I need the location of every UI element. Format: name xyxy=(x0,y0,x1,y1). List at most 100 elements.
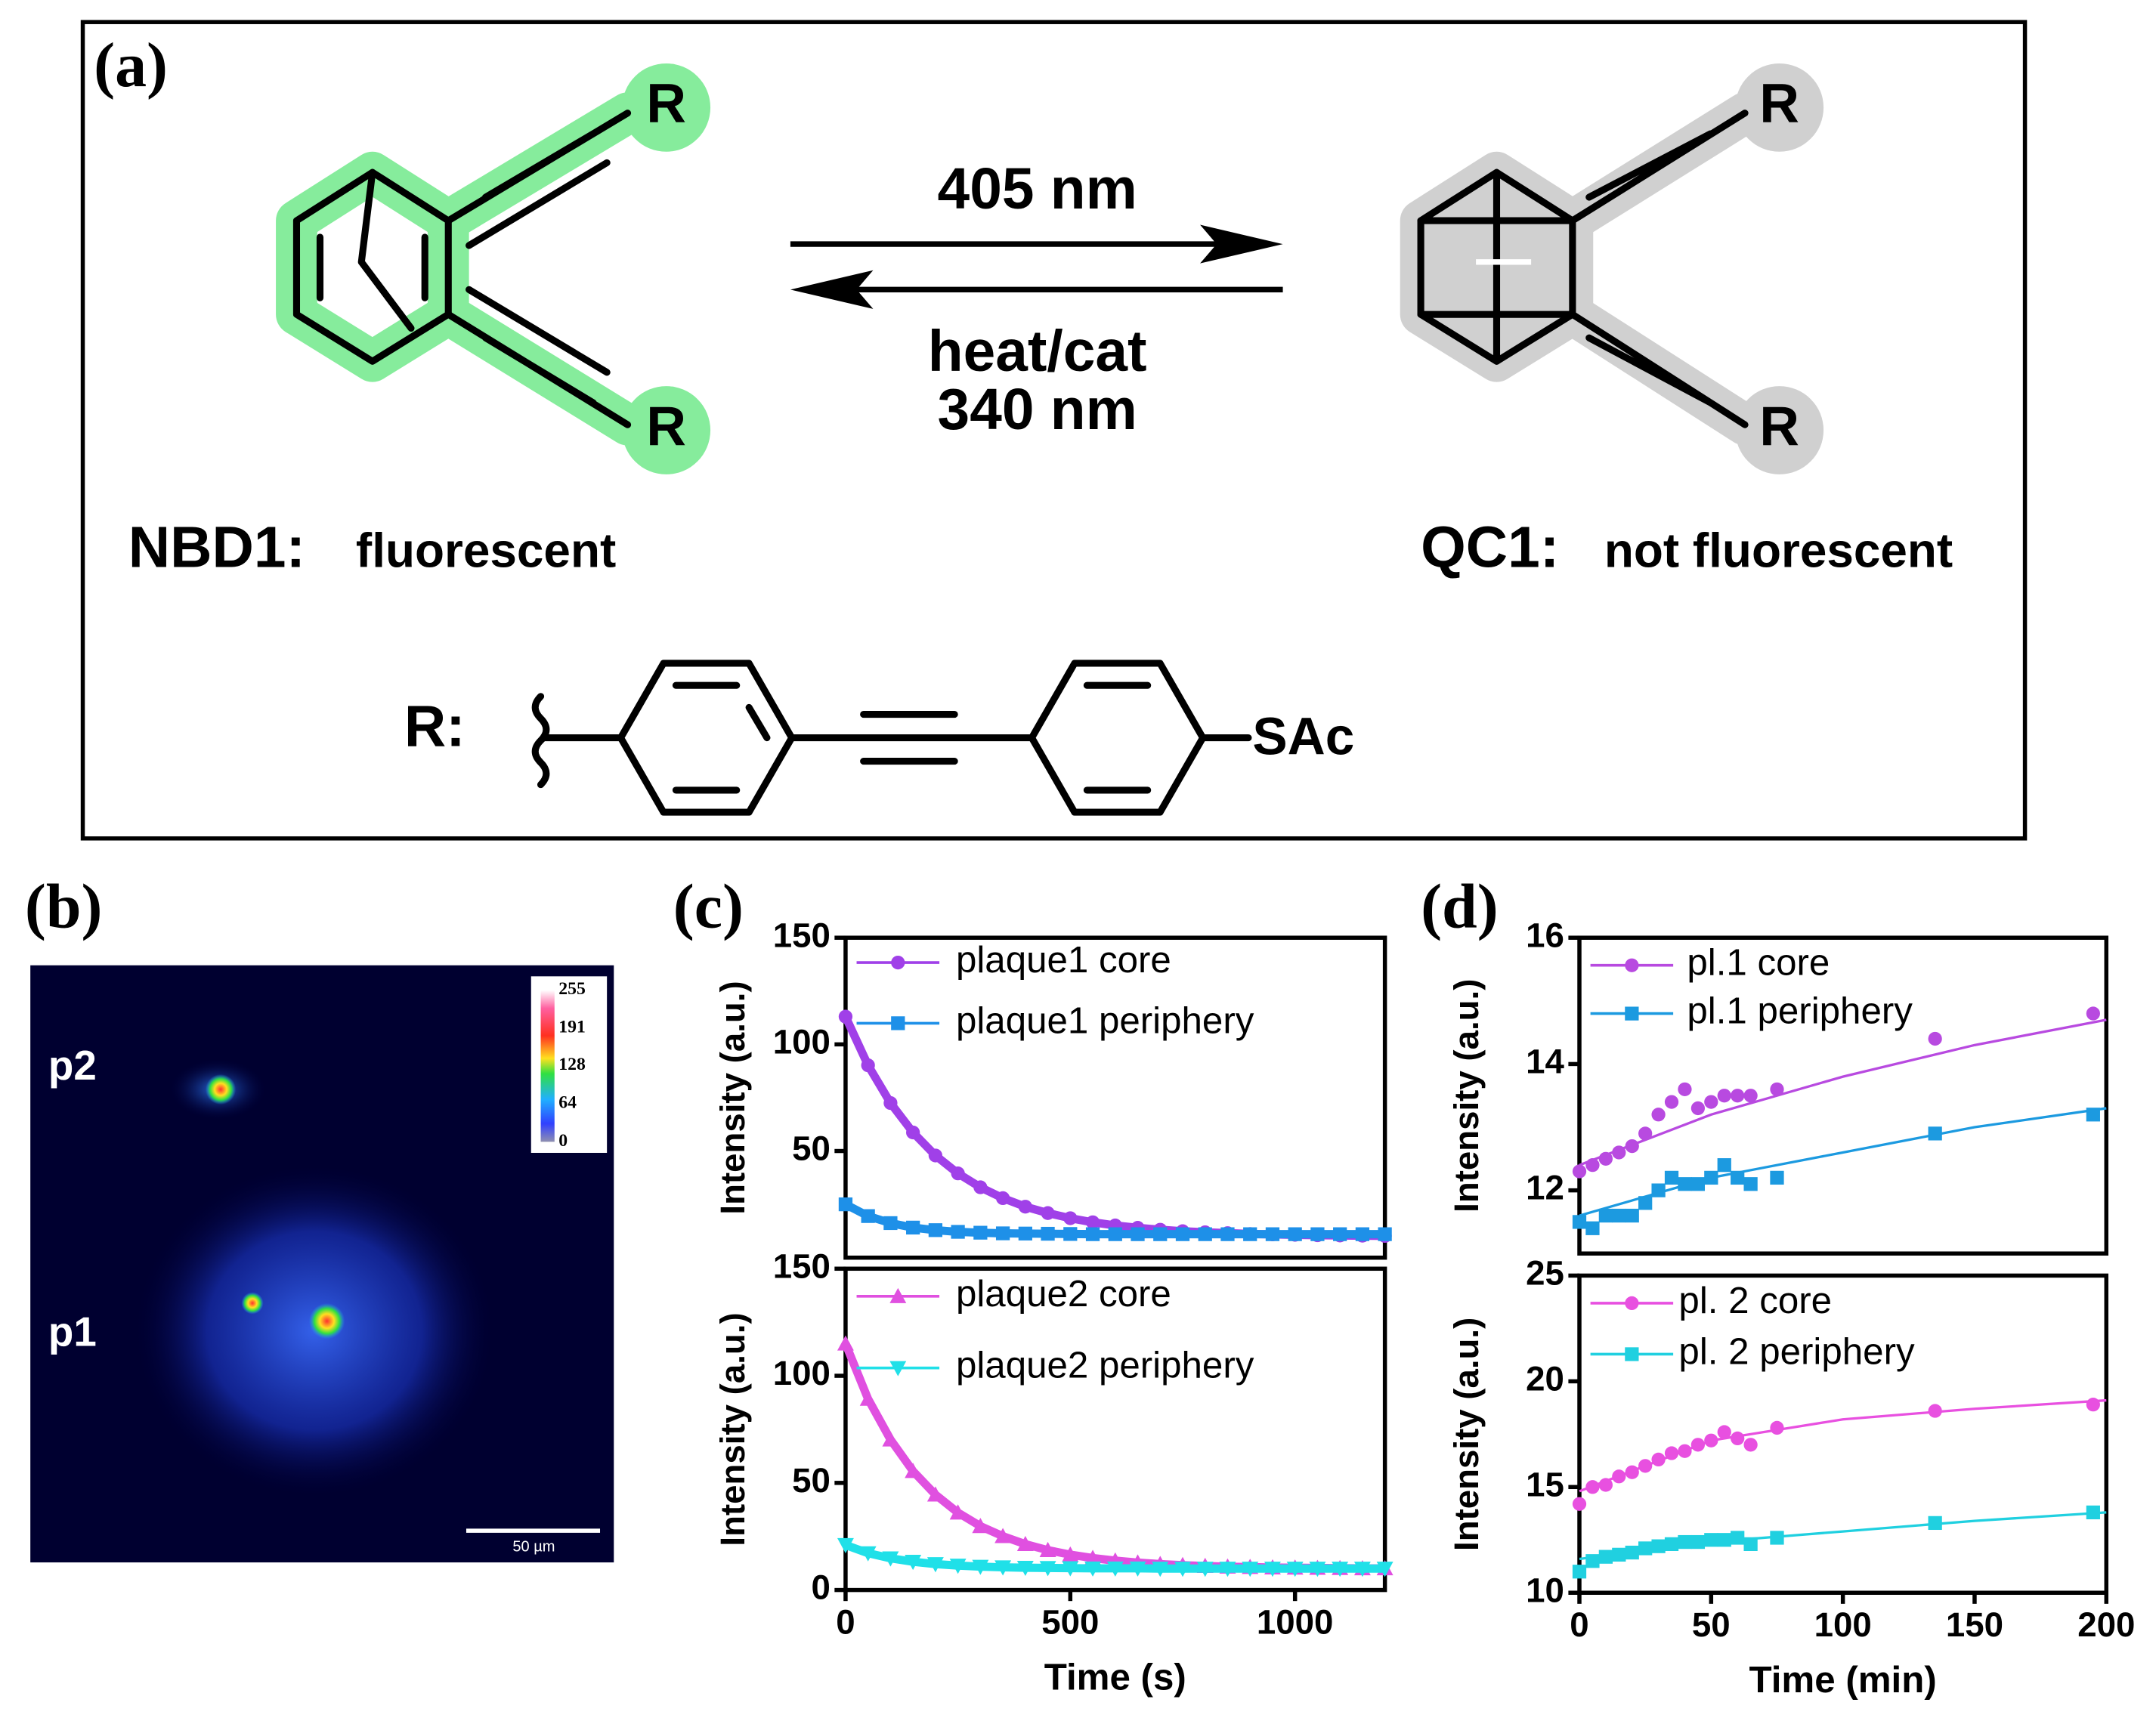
y-tick-label: 12 xyxy=(1526,1169,1564,1207)
marker xyxy=(1717,1158,1731,1173)
marker xyxy=(1108,1227,1122,1241)
marker xyxy=(994,1560,1012,1576)
marker xyxy=(972,1559,989,1575)
marker xyxy=(1585,1221,1600,1235)
marker xyxy=(1928,1516,1942,1531)
forward-label: 405 nm xyxy=(938,157,1137,221)
marker xyxy=(882,1551,899,1567)
x-axis-label: Time (min) xyxy=(1749,1659,1937,1701)
panel-label: (d) xyxy=(1421,872,1499,942)
marker xyxy=(1625,1465,1639,1479)
marker xyxy=(905,1463,922,1478)
y-tick-label: 10 xyxy=(1526,1571,1564,1609)
legend-marker xyxy=(1625,1296,1639,1311)
legend-label: pl. 2 core xyxy=(1678,1280,1832,1321)
marker xyxy=(1651,1183,1666,1197)
marker xyxy=(1743,1089,1758,1103)
marker xyxy=(837,1335,854,1351)
marker xyxy=(859,1390,877,1406)
marker xyxy=(1016,1560,1034,1577)
marker xyxy=(1572,1497,1587,1511)
y-tick-label: 100 xyxy=(773,1022,831,1061)
marker xyxy=(1063,1211,1078,1225)
legend-marker xyxy=(891,1016,905,1030)
marker xyxy=(1717,1089,1731,1103)
marker xyxy=(1018,1226,1032,1241)
marker xyxy=(1678,1177,1692,1191)
legend-marker xyxy=(889,1287,907,1303)
marker xyxy=(1062,1561,1079,1577)
legend-marker xyxy=(1625,1347,1639,1361)
marker xyxy=(1612,1208,1626,1223)
marker xyxy=(1041,1206,1055,1220)
marker xyxy=(973,1180,988,1194)
marker xyxy=(1084,1561,1101,1577)
colorbar-tick-label: 64 xyxy=(558,1092,577,1112)
compound-property: not fluorescent xyxy=(1604,524,1953,578)
y-axis-label: Intensity (a.u.) xyxy=(1447,979,1486,1213)
marker xyxy=(1770,1420,1784,1435)
y-tick-label: 20 xyxy=(1526,1359,1564,1398)
marker xyxy=(1085,1227,1100,1241)
marker xyxy=(1376,1562,1394,1577)
marker xyxy=(1286,1562,1304,1577)
y-tick-label: 25 xyxy=(1526,1253,1564,1292)
x-tick-label: 0 xyxy=(836,1602,855,1641)
marker xyxy=(926,1557,944,1573)
marker xyxy=(1310,1227,1325,1241)
fit-line xyxy=(1579,1107,2107,1217)
legend-marker xyxy=(891,955,905,970)
marker xyxy=(1678,1444,1692,1458)
panel-label: (a) xyxy=(94,30,168,100)
marker xyxy=(1690,1101,1706,1116)
x-tick-label: 0 xyxy=(1570,1605,1588,1644)
marker xyxy=(1770,1082,1784,1096)
marker xyxy=(838,1197,853,1212)
marker xyxy=(949,1504,967,1520)
marker xyxy=(1612,1547,1626,1562)
marker xyxy=(1039,1561,1056,1577)
reaction-arrows xyxy=(790,224,1283,309)
r-label: R xyxy=(1759,396,1799,457)
marker xyxy=(1264,1562,1281,1577)
x-axis-label: Time (s) xyxy=(1044,1656,1186,1698)
marker xyxy=(972,1518,989,1534)
r-label: R xyxy=(646,73,686,134)
marker xyxy=(1152,1562,1169,1577)
marker xyxy=(1220,1227,1235,1241)
marker xyxy=(1651,1539,1666,1553)
marker xyxy=(1572,1164,1587,1179)
colorbar-tick-label: 255 xyxy=(558,979,586,999)
reverse-label: 340 nm xyxy=(938,378,1137,442)
marker xyxy=(1664,1446,1679,1460)
colorbar-tick-label: 0 xyxy=(558,1131,568,1151)
marker xyxy=(995,1226,1010,1241)
terminal-group: SAc xyxy=(1252,707,1354,766)
r-label: R xyxy=(646,396,686,457)
microscopy-image xyxy=(30,965,614,1563)
reverse-label: heat/cat xyxy=(928,320,1147,384)
marker xyxy=(1664,1537,1679,1551)
marker xyxy=(906,1220,920,1235)
marker xyxy=(1651,1452,1666,1467)
marker xyxy=(1678,1082,1692,1096)
marker xyxy=(1174,1562,1191,1577)
marker xyxy=(1353,1562,1371,1577)
marker xyxy=(1704,1533,1718,1547)
x-tick-label: 100 xyxy=(1814,1605,1872,1644)
marker xyxy=(995,1191,1010,1206)
marker xyxy=(1378,1227,1392,1241)
marker xyxy=(1062,1546,1079,1562)
marker xyxy=(1770,1170,1784,1185)
marker xyxy=(883,1095,898,1111)
marker xyxy=(1598,1550,1613,1564)
compound-name: NBD1: xyxy=(128,515,305,579)
marker xyxy=(1731,1531,1745,1545)
marker xyxy=(973,1225,988,1240)
marker xyxy=(1625,1139,1639,1154)
marker xyxy=(1016,1535,1034,1552)
marker xyxy=(1651,1108,1666,1122)
marker xyxy=(1928,1404,1942,1418)
marker xyxy=(1717,1533,1731,1547)
